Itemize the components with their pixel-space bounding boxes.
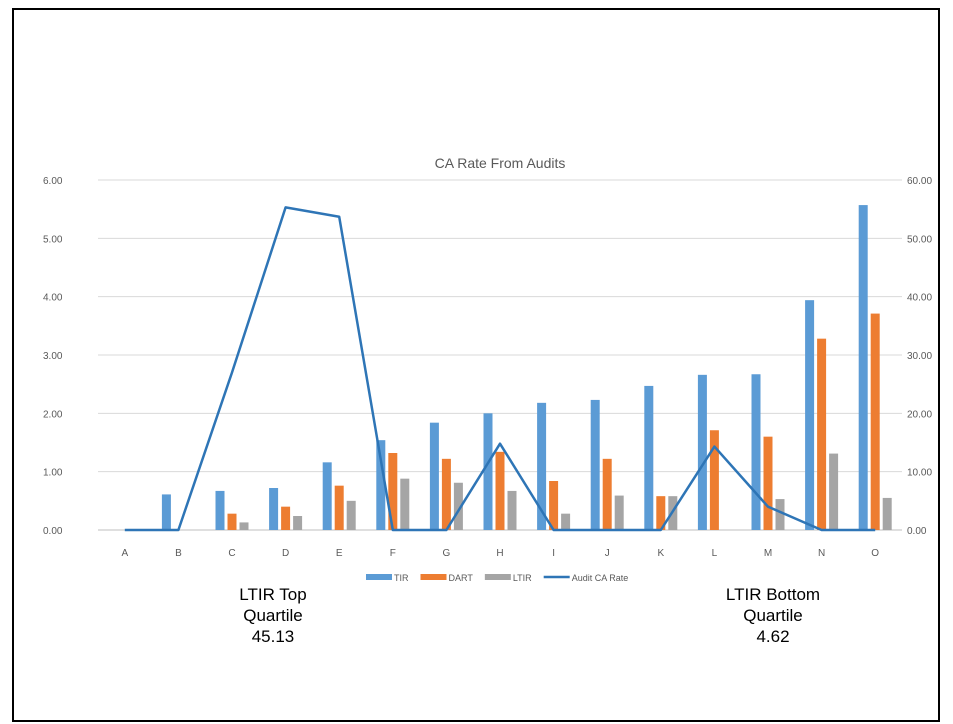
bar-dart	[281, 506, 291, 530]
x-tick-label: M	[764, 548, 772, 559]
bar-ltir	[400, 478, 410, 530]
x-tick-label: F	[390, 548, 396, 559]
left-tick-label: 3.00	[43, 351, 63, 362]
bar-ltir	[453, 482, 463, 530]
bar-tir	[537, 402, 547, 530]
legend-label: DART	[449, 573, 474, 583]
bar-tir	[858, 205, 868, 531]
combo-chart: CA Rate From Audits 0.00 1.00 2.00 3.00 4.00…	[43, 155, 932, 583]
bar-tir	[269, 488, 279, 530]
x-tick-label: I	[552, 548, 555, 559]
bar-tir	[161, 494, 171, 530]
slide-frame: CA Rate From Audits 0.00 1.00 2.00 3.00 4.00…	[12, 8, 940, 722]
annotation-line: LTIR Top	[239, 585, 307, 604]
x-tick-label: H	[496, 548, 503, 559]
bar-tir	[751, 374, 761, 530]
bar-dart	[495, 451, 505, 530]
left-tick-label: 1.00	[43, 468, 63, 479]
bar-ltir	[614, 495, 624, 530]
x-tick-label: A	[121, 548, 128, 559]
annotation-top-quartile: LTIR Top Quartile 45.13	[173, 584, 373, 647]
right-tick-label: 50.00	[907, 234, 932, 245]
line-series	[124, 206, 876, 532]
bar-dart	[709, 430, 719, 530]
left-tick-label: 5.00	[43, 234, 63, 245]
chart-legend: TIR DART LTIR Audit CA Rate	[366, 573, 628, 583]
legend-swatch	[366, 574, 392, 580]
x-tick-label: O	[871, 548, 879, 559]
left-tick-label: 0.00	[43, 526, 63, 537]
bar-dart	[763, 436, 773, 530]
bar-ltir	[293, 516, 303, 530]
bar-dart	[602, 458, 612, 530]
x-tick-label: B	[175, 548, 182, 559]
legend-swatch	[420, 574, 447, 580]
x-tick-label: N	[818, 548, 825, 559]
x-tick-label: C	[228, 548, 235, 559]
bar-tir	[590, 399, 600, 530]
bar-series	[161, 205, 892, 531]
annotation-bottom-quartile: LTIR Bottom Quartile 4.62	[673, 584, 873, 647]
bar-tir	[215, 490, 225, 530]
left-tick-label: 4.00	[43, 293, 63, 304]
chart-title: CA Rate From Audits	[435, 155, 566, 171]
bar-ltir	[561, 513, 571, 530]
right-tick-label: 60.00	[907, 176, 932, 187]
right-tick-label: 20.00	[907, 409, 932, 420]
legend-label: TIR	[394, 573, 409, 583]
right-tick-label: 10.00	[907, 468, 932, 479]
bar-dart	[441, 458, 451, 530]
bar-tir	[322, 462, 332, 530]
left-axis-ticks: 0.00 1.00 2.00 3.00 4.00 5.00 6.00	[43, 176, 63, 537]
bar-tir	[429, 422, 439, 530]
x-tick-label: G	[443, 548, 451, 559]
bar-tir	[376, 440, 386, 530]
annotation-line: Quartile	[743, 606, 803, 625]
x-tick-label: J	[605, 548, 610, 559]
bar-ltir	[346, 500, 356, 530]
legend-swatch	[484, 574, 511, 580]
bar-ltir	[507, 490, 517, 530]
bar-ltir	[829, 453, 839, 530]
right-axis-ticks: 0.00 10.00 20.00 30.00 40.00 50.00 60.00	[907, 176, 932, 537]
bar-dart	[870, 313, 880, 530]
right-tick-label: 30.00	[907, 351, 932, 362]
bar-tir	[697, 374, 707, 530]
x-tick-label: L	[712, 548, 718, 559]
right-tick-label: 40.00	[907, 293, 932, 304]
annotation-value: 45.13	[251, 627, 295, 646]
bar-dart	[817, 338, 827, 530]
bar-tir	[805, 300, 815, 530]
x-tick-label: D	[282, 548, 289, 559]
bar-dart	[656, 496, 666, 530]
x-tick-label: K	[657, 548, 664, 559]
bar-dart	[334, 485, 344, 530]
annotation-value: 4.62	[756, 627, 790, 646]
legend-label: LTIR	[513, 573, 532, 583]
bar-dart	[549, 481, 559, 530]
bar-dart	[388, 453, 398, 530]
annotation-line: LTIR Bottom	[725, 585, 821, 604]
x-axis-ticks: A B C D E F G H I J K L M N O	[121, 548, 879, 559]
bar-ltir	[882, 497, 892, 530]
bar-tir	[483, 413, 493, 530]
right-tick-label: 0.00	[907, 526, 927, 537]
x-tick-label: E	[336, 548, 343, 559]
left-tick-label: 2.00	[43, 409, 63, 420]
bar-tir	[644, 385, 654, 530]
line-audit-ca-rate	[124, 206, 876, 532]
legend-label: Audit CA Rate	[572, 573, 629, 583]
bar-ltir	[775, 499, 785, 530]
bar-dart	[227, 513, 237, 530]
annotation-line: Quartile	[243, 606, 303, 625]
bar-ltir	[239, 522, 249, 530]
left-tick-label: 6.00	[43, 176, 63, 187]
